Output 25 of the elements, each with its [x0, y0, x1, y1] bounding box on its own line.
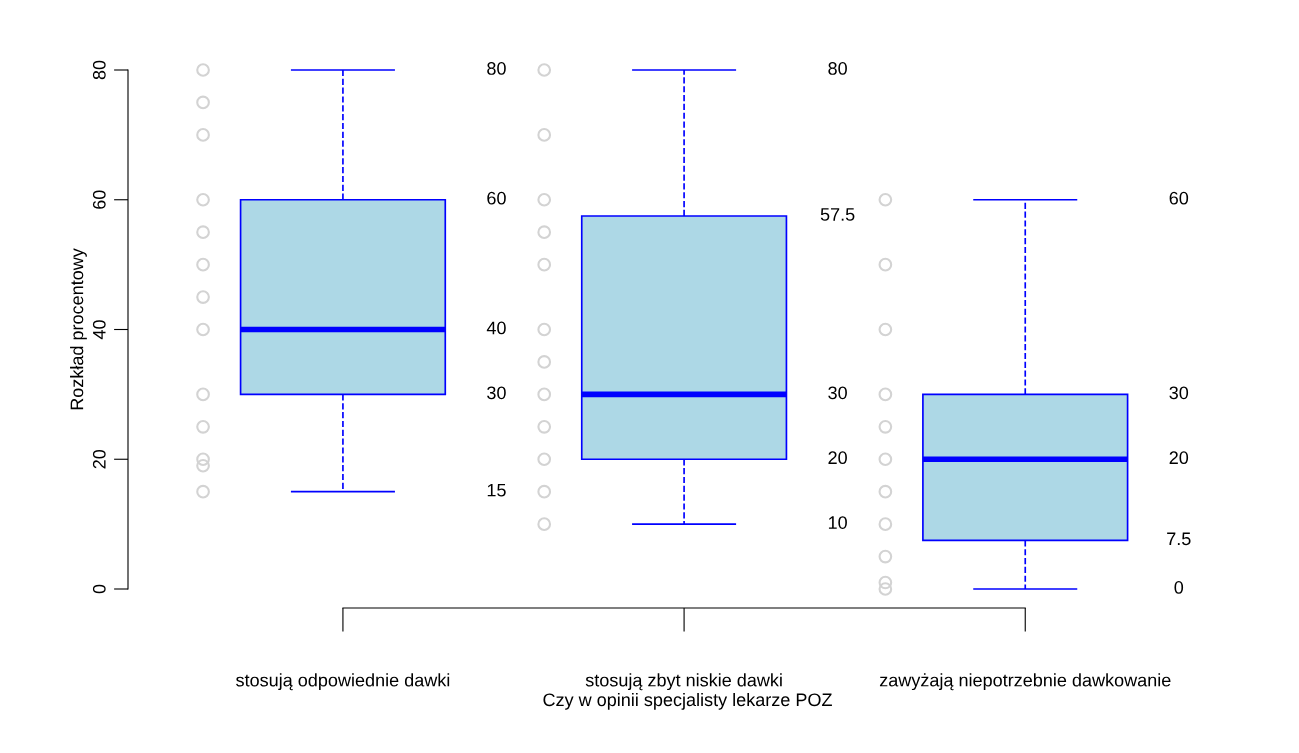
annotation: 10: [828, 516, 847, 529]
annotation: 30: [828, 386, 847, 400]
y-tick-label: 60: [92, 190, 106, 209]
y-tick-label: 40: [92, 320, 106, 340]
x-tick-label: stosują odpowiednie dawki: [236, 673, 450, 691]
annotation: 80: [828, 62, 847, 75]
x-tick-label: zawyżają niepotrzebnie dawkowanie: [879, 673, 1171, 691]
annotation: 30: [1169, 386, 1189, 400]
y-tick-label: 80: [92, 60, 106, 80]
annotation: 0: [1174, 581, 1184, 594]
x-axis-title: Czy w opinii specjalisty lekarze POZ: [543, 692, 832, 710]
annotation: 80: [487, 62, 506, 75]
annotation: 30: [487, 386, 506, 400]
annotation: 57.5: [820, 208, 855, 221]
y-tick-label: 0: [92, 584, 106, 594]
annotation: 15: [487, 483, 506, 497]
annotation: 40: [486, 321, 506, 335]
x-tick-label: stosują zbyt niskie dawki: [585, 673, 782, 691]
annotation: 7.5: [1167, 532, 1191, 546]
y-axis-title: Rozkład procentowy: [70, 248, 87, 410]
annotation: 60: [487, 191, 506, 205]
annotation: 20: [1169, 451, 1189, 465]
y-tick-label: 20: [92, 449, 106, 469]
annotation: 20: [828, 451, 847, 465]
annotation: 60: [1169, 191, 1189, 205]
